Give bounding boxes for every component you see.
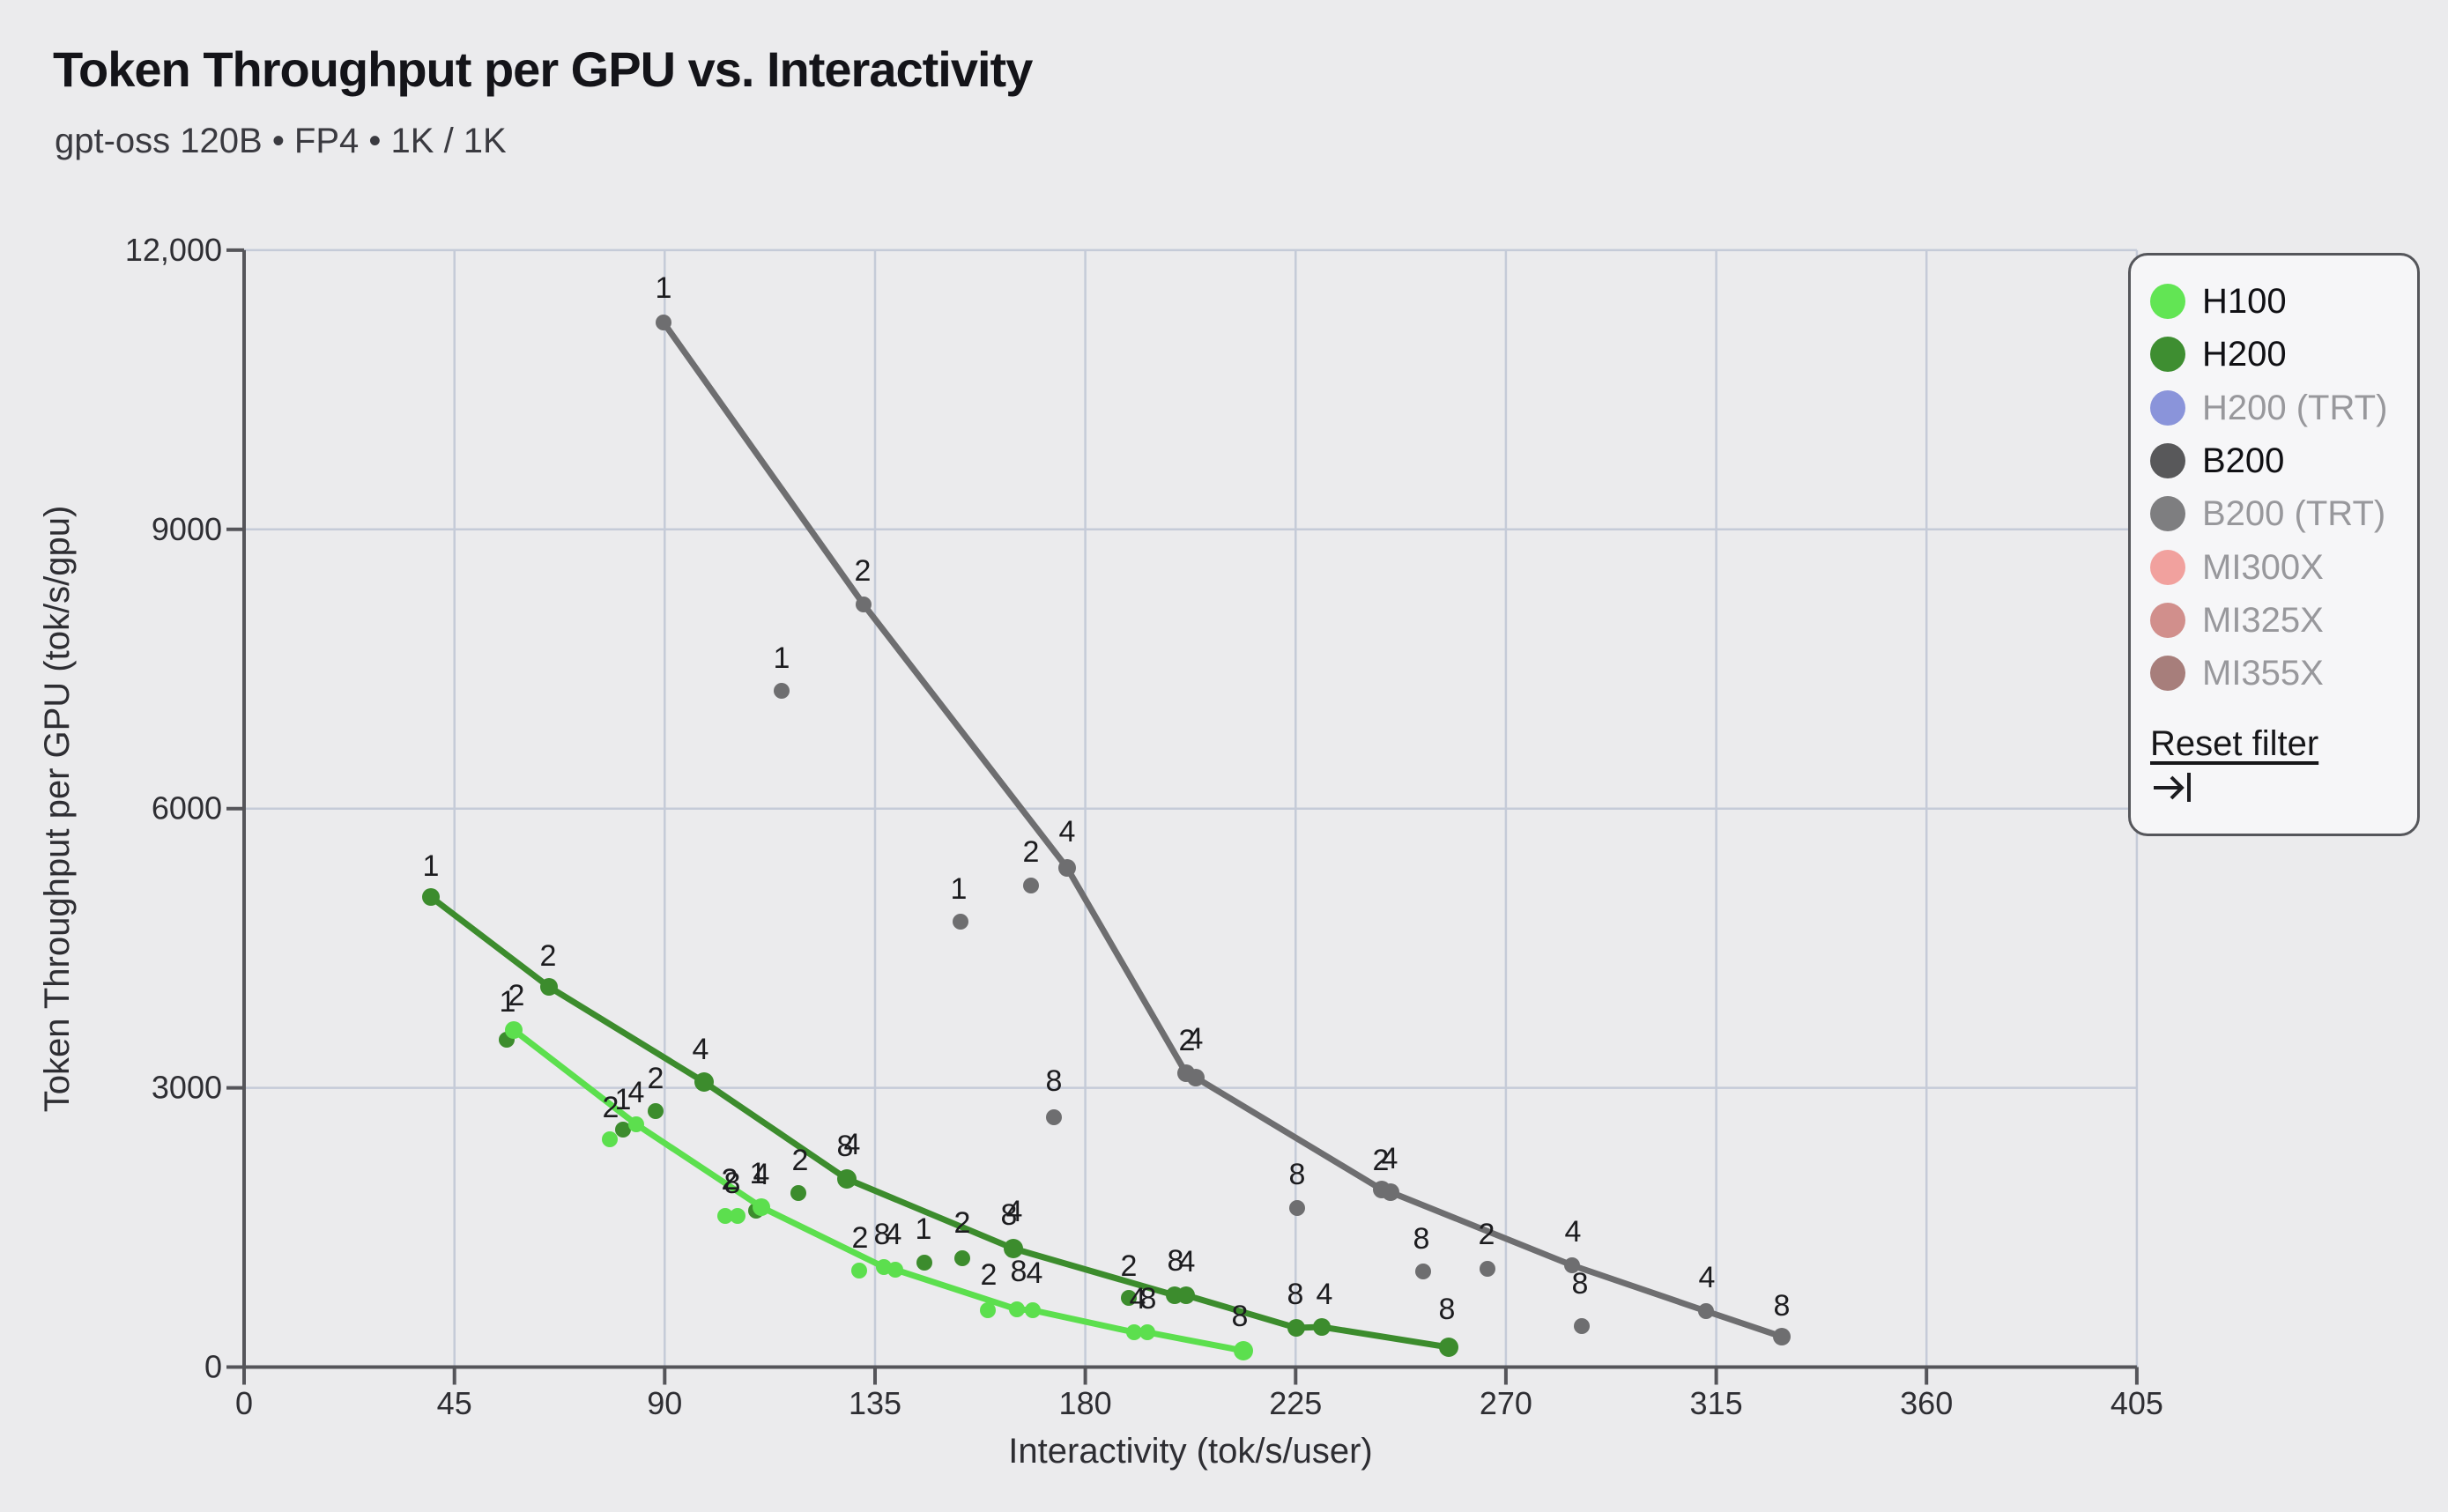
svg-text:2: 2 <box>508 979 525 1012</box>
svg-text:3000: 3000 <box>152 1070 222 1106</box>
svg-text:2: 2 <box>954 1206 971 1240</box>
svg-text:8: 8 <box>1001 1198 1018 1232</box>
svg-text:4: 4 <box>693 1033 709 1066</box>
svg-text:12,000: 12,000 <box>125 232 222 268</box>
svg-text:2: 2 <box>981 1258 998 1292</box>
svg-text:2: 2 <box>792 1144 809 1177</box>
svg-text:8: 8 <box>1289 1158 1306 1191</box>
svg-text:4: 4 <box>628 1076 645 1109</box>
svg-text:8: 8 <box>1140 1282 1157 1316</box>
svg-text:2: 2 <box>603 1091 619 1124</box>
svg-text:4: 4 <box>753 1158 770 1191</box>
svg-text:8: 8 <box>1572 1267 1589 1301</box>
svg-text:4: 4 <box>1130 1282 1146 1316</box>
svg-text:45: 45 <box>437 1385 472 1421</box>
svg-text:405: 405 <box>2110 1385 2163 1421</box>
svg-text:2: 2 <box>855 554 872 588</box>
svg-text:4: 4 <box>1006 1195 1023 1228</box>
svg-text:4: 4 <box>1317 1278 1333 1311</box>
svg-text:1: 1 <box>500 985 516 1019</box>
svg-text:4: 4 <box>1187 1022 1204 1056</box>
svg-text:1: 1 <box>774 641 790 675</box>
svg-text:4: 4 <box>1699 1261 1716 1294</box>
svg-text:4: 4 <box>886 1218 902 1251</box>
svg-text:2: 2 <box>1479 1218 1495 1251</box>
svg-text:1: 1 <box>951 872 968 906</box>
svg-text:1: 1 <box>615 1083 632 1116</box>
svg-text:225: 225 <box>1269 1385 1322 1421</box>
svg-text:8: 8 <box>1168 1244 1184 1278</box>
svg-text:8: 8 <box>1232 1300 1249 1333</box>
svg-text:1: 1 <box>656 271 672 305</box>
svg-text:4: 4 <box>1179 1245 1196 1279</box>
svg-text:1: 1 <box>750 1157 767 1190</box>
svg-text:4: 4 <box>844 1128 861 1161</box>
svg-text:360: 360 <box>1900 1385 1953 1421</box>
svg-text:0: 0 <box>235 1385 253 1421</box>
svg-text:2: 2 <box>722 1163 738 1197</box>
svg-text:4: 4 <box>1382 1142 1398 1175</box>
svg-text:2: 2 <box>540 939 557 973</box>
svg-text:8: 8 <box>1287 1278 1304 1311</box>
svg-text:6000: 6000 <box>152 790 222 826</box>
svg-text:Token Throughput per GPU (tok/: Token Throughput per GPU (tok/s/gpu) <box>38 506 77 1113</box>
svg-text:8: 8 <box>1439 1293 1456 1326</box>
svg-text:135: 135 <box>849 1385 901 1421</box>
svg-text:2: 2 <box>1373 1144 1390 1177</box>
svg-text:2: 2 <box>648 1062 664 1095</box>
svg-text:8: 8 <box>1011 1255 1027 1288</box>
svg-text:270: 270 <box>1480 1385 1532 1421</box>
svg-text:180: 180 <box>1059 1385 1112 1421</box>
svg-text:4: 4 <box>1059 815 1076 849</box>
svg-text:2: 2 <box>1023 835 1040 869</box>
svg-text:8: 8 <box>874 1218 891 1251</box>
svg-text:8: 8 <box>837 1130 854 1163</box>
svg-text:8: 8 <box>1413 1222 1430 1256</box>
svg-text:Interactivity (tok/s/user): Interactivity (tok/s/user) <box>1008 1432 1372 1471</box>
svg-text:1: 1 <box>916 1212 932 1246</box>
svg-text:2: 2 <box>852 1221 869 1255</box>
svg-text:2: 2 <box>1121 1249 1138 1283</box>
svg-text:4: 4 <box>1565 1215 1582 1249</box>
svg-text:9000: 9000 <box>152 511 222 547</box>
svg-text:8: 8 <box>1046 1064 1063 1098</box>
svg-text:0: 0 <box>204 1349 222 1385</box>
svg-text:1: 1 <box>423 849 440 883</box>
svg-text:8: 8 <box>724 1167 741 1200</box>
svg-text:90: 90 <box>647 1385 682 1421</box>
svg-text:315: 315 <box>1690 1385 1743 1421</box>
svg-text:2: 2 <box>1179 1024 1196 1057</box>
svg-text:8: 8 <box>1774 1289 1791 1323</box>
svg-text:4: 4 <box>1027 1256 1043 1290</box>
